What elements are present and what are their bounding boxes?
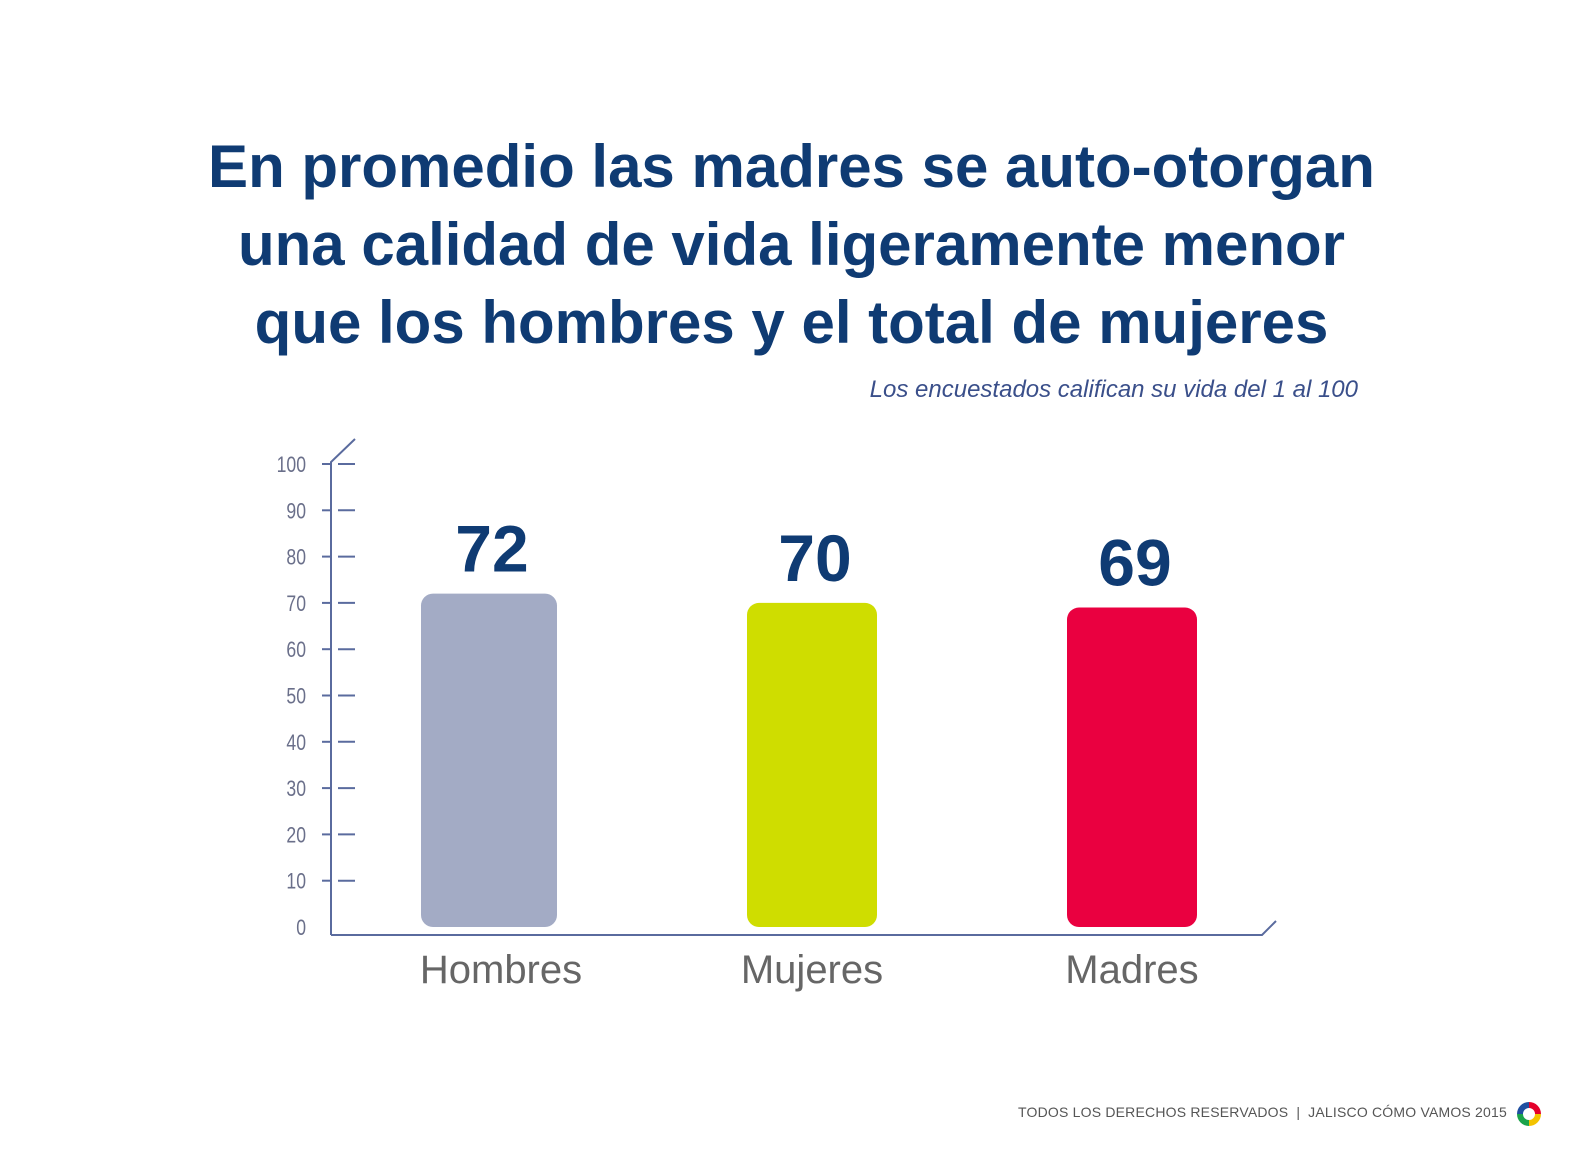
y-tick-label: 30 xyxy=(286,777,306,801)
chart-bars xyxy=(421,593,1197,927)
value-label: 69 xyxy=(1098,526,1171,600)
y-tick-label: 90 xyxy=(286,500,306,524)
y-tick-label: 80 xyxy=(286,546,306,570)
chart-title: En promedio las madres se auto-otorgan u… xyxy=(0,128,1583,362)
chart-labels: 72 Hombres 70 Mujeres 69 Madres xyxy=(420,512,1199,992)
y-tick-label: 20 xyxy=(286,824,306,848)
footer: TODOS LOS DERECHOS RESERVADOS | JALISCO CÓ… xyxy=(1018,1104,1507,1120)
title-line-3: que los hombres y el total de mujeres xyxy=(254,289,1329,356)
y-tick-label: 70 xyxy=(286,592,306,616)
title-line-2: una calidad de vida ligeramente menor xyxy=(237,211,1345,278)
y-tick-label: 0 xyxy=(296,916,306,940)
bar-madres xyxy=(1067,607,1197,927)
y-tick-label: 60 xyxy=(286,638,306,662)
value-label: 70 xyxy=(778,521,851,595)
y-tick-label: 50 xyxy=(286,685,306,709)
footer-separator: | xyxy=(1296,1104,1301,1120)
y-tick-label: 40 xyxy=(286,731,306,755)
value-label: 72 xyxy=(455,512,528,586)
category-label: Mujeres xyxy=(741,948,883,992)
chart-axes xyxy=(330,438,1277,936)
y-tick-label: 100 xyxy=(277,453,306,477)
title-line-1: En promedio las madres se auto-otorgan xyxy=(208,133,1375,200)
y-tick-label: 10 xyxy=(286,870,306,894)
bar-hombres xyxy=(421,593,557,927)
category-label: Madres xyxy=(1065,948,1198,992)
y-axis-line xyxy=(330,438,356,935)
footer-org: JALISCO CÓMO VAMOS 2015 xyxy=(1308,1104,1507,1120)
footer-rights: TODOS LOS DERECHOS RESERVADOS xyxy=(1018,1104,1289,1120)
ring-logo-icon xyxy=(1517,1102,1541,1126)
bar-mujeres xyxy=(747,602,877,927)
x-axis-line xyxy=(331,920,1277,936)
y-axis-ticks: 0 10 20 30 40 50 60 70 80 90 100 xyxy=(277,453,355,941)
category-label: Hombres xyxy=(420,948,582,992)
chart-subtitle: Los encuestados califican su vida del 1 … xyxy=(869,376,1358,403)
